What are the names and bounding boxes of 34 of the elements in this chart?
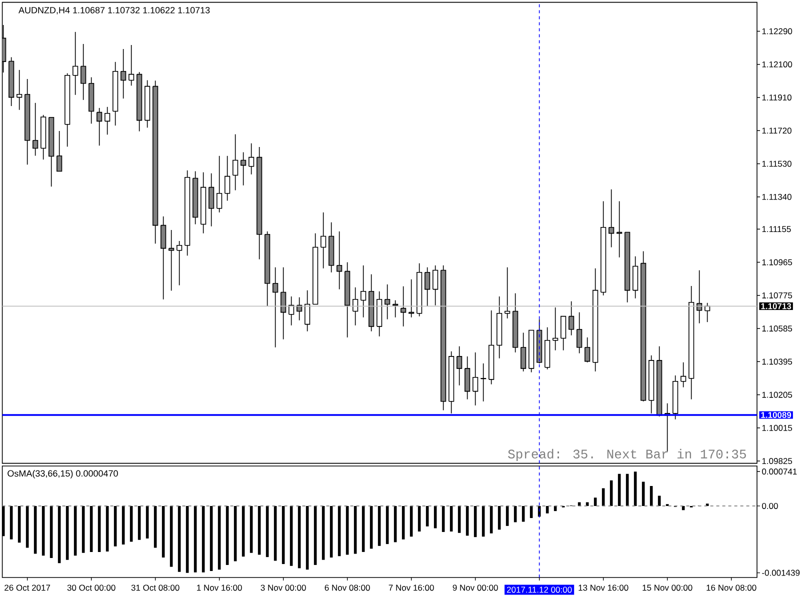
x-tick-label: 16 Nov 08:00	[706, 584, 756, 591]
y-tick-label: 1.10585	[762, 326, 792, 332]
y-tick-label: 1.11155	[762, 226, 791, 232]
x-tick-label: 2017.11.12 00:00	[506, 586, 572, 593]
y-tick-label: 1.11530	[762, 160, 792, 167]
y-tick-label: -0.001439	[762, 570, 800, 576]
chart-title: OsMA(33,66,15) 0.0000470	[8, 470, 118, 478]
x-tick-label: 30 Oct 00:00	[67, 584, 116, 591]
y-tick-label: 1.09825	[762, 458, 792, 464]
chart-title: AUDNZD,H4 1.10687 1.10732 1.10622 1.10713	[18, 6, 210, 14]
x-tick-label: 31 Oct 08:00	[131, 584, 180, 591]
y-tick-label: 1.11910	[762, 94, 792, 100]
ref-line-label: 1.10713	[761, 303, 792, 310]
y-tick-label: 0.00	[762, 502, 778, 509]
y-tick-label: 1.10775	[762, 292, 792, 298]
y-tick-label: 1.12100	[762, 61, 792, 68]
y-tick-label: 1.12290	[762, 28, 792, 34]
x-tick-label: 6 Nov 08:00	[324, 584, 370, 591]
x-tick-label: 3 Nov 00:00	[260, 584, 306, 591]
ref-line-label: 1.10089	[761, 412, 792, 418]
x-tick-label: 1 Nov 16:00	[197, 584, 242, 591]
y-tick-label: 1.11720	[762, 128, 792, 134]
x-tick-label: 7 Nov 16:00	[388, 584, 434, 591]
annotation: Spread: 35. Next Bar in 170:35	[508, 448, 746, 462]
y-tick-label: 1.11340	[762, 194, 792, 200]
y-tick-label: 1.10395	[762, 358, 792, 365]
x-tick-label: 13 Nov 16:00	[578, 584, 628, 591]
x-tick-label: 15 Nov 00:00	[642, 584, 692, 591]
y-tick-label: 1.10205	[762, 392, 792, 398]
y-tick-label: 1.10965	[762, 259, 792, 266]
y-tick-label: 1.10015	[762, 424, 792, 431]
y-tick-label: 0.000741	[762, 468, 797, 475]
x-tick-label: 26 Oct 2017	[4, 584, 50, 591]
x-tick-label: 9 Nov 00:00	[452, 584, 498, 591]
